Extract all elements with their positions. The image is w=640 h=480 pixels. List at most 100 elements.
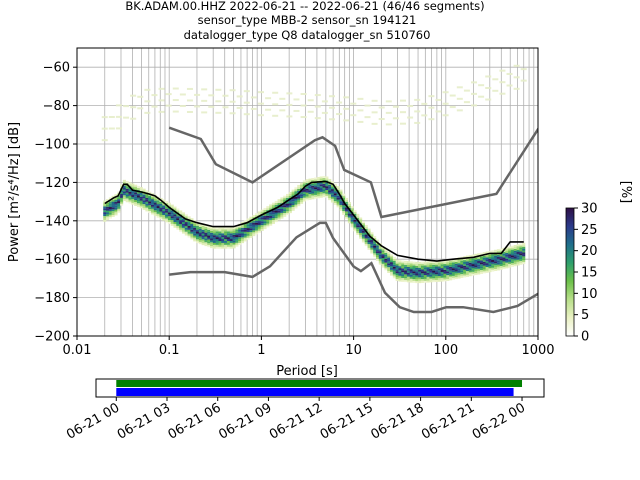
pdf-density-cell [181, 218, 186, 221]
pdf-density-cell [151, 200, 155, 203]
faint-density-cell [463, 101, 470, 104]
pdf-density-cell [215, 235, 219, 238]
pdf-density-cell [187, 223, 191, 226]
pdf-density-cell [412, 278, 416, 281]
pdf-density-cell [232, 234, 236, 237]
pdf-density-cell [280, 205, 284, 208]
pdf-density-cell [406, 261, 410, 264]
pdf-density-cell [226, 246, 231, 249]
pdf-density-cell [494, 257, 498, 260]
pdf-density-cell [221, 233, 225, 236]
pdf-density-cell [361, 223, 365, 226]
pdf-density-cell [271, 212, 276, 215]
pdf-density-cell [297, 186, 301, 189]
pdf-density-cell [502, 253, 506, 256]
pdf-density-cell [252, 228, 256, 231]
pdf-density-cell [252, 234, 256, 237]
pdf-density-cell [513, 254, 517, 257]
pdf-density-cell [406, 264, 410, 267]
pdf-density-cell [283, 203, 287, 206]
pdf-density-cell [114, 194, 118, 197]
pdf-density-cell [128, 201, 132, 204]
pdf-density-cell [496, 266, 500, 269]
pdf-density-cell [347, 205, 351, 208]
pdf-density-cell [370, 251, 374, 254]
pdf-density-cell [187, 233, 191, 236]
pdf-density-cell [420, 269, 425, 272]
pdf-density-cell [316, 192, 320, 195]
pdf-density-cell [106, 214, 110, 217]
pdf-density-cell [516, 255, 520, 258]
pdf-density-cell [176, 216, 180, 219]
pdf-density-cell [122, 199, 126, 202]
pdf-density-cell [418, 261, 422, 264]
pdf-density-cell [387, 263, 391, 266]
pdf-density-cell [136, 201, 141, 204]
pdf-density-cell [375, 258, 380, 261]
pdf-density-cell [288, 193, 292, 196]
pdf-density-cell [328, 190, 332, 193]
pdf-density-cell [418, 279, 422, 282]
pdf-density-cell [499, 258, 503, 261]
pdf-density-cell [181, 225, 186, 228]
pdf-density-cell [210, 244, 214, 247]
pdf-density-cell [330, 194, 335, 197]
pdf-density-cell [516, 248, 520, 251]
faint-density-cell [300, 116, 307, 119]
pdf-density-cell [283, 212, 287, 215]
pdf-density-cell [519, 258, 523, 261]
pdf-density-cell [232, 232, 236, 235]
pdf-density-cell [451, 277, 455, 280]
pdf-density-cell [249, 220, 253, 223]
pdf-density-cell [496, 264, 500, 267]
pdf-density-cell [471, 273, 475, 276]
pdf-density-cell [305, 181, 309, 184]
pdf-density-cell [288, 205, 292, 208]
faint-density-cell [179, 93, 186, 96]
pdf-density-cell [316, 190, 320, 193]
pdf-density-cell [117, 199, 121, 202]
pdf-density-cell [322, 175, 326, 178]
pdf-density-cell [297, 202, 301, 205]
pdf-density-cell [449, 272, 453, 275]
pdf-density-cell [333, 183, 337, 186]
pdf-density-cell [522, 248, 526, 251]
pdf-density-cell [347, 211, 351, 214]
pdf-density-cell [364, 240, 368, 243]
pdf-density-cell [170, 223, 174, 226]
pdf-density-cell [128, 188, 132, 191]
pdf-density-cell [302, 189, 306, 192]
pdf-density-cell [499, 248, 503, 251]
pdf-density-cell [502, 263, 506, 266]
pdf-density-cell [423, 276, 427, 279]
pdf-density-cell [457, 274, 461, 277]
pdf-density-cell [398, 260, 402, 263]
pdf-density-cell [255, 215, 259, 218]
faint-density-cell [428, 118, 435, 121]
coverage-bar [116, 388, 514, 396]
pdf-density-cell [271, 210, 276, 213]
pdf-density-cell [218, 227, 222, 230]
pdf-density-cell [353, 217, 357, 220]
pdf-density-cell [474, 269, 478, 272]
pdf-density-cell [519, 253, 523, 256]
pdf-density-cell [235, 233, 239, 236]
faint-density-cell [151, 94, 158, 97]
pdf-density-cell [162, 214, 166, 217]
pdf-density-cell [370, 239, 374, 242]
pdf-density-cell [252, 224, 256, 227]
pdf-density-cell [139, 187, 143, 190]
pdf-density-cell [280, 201, 284, 204]
pdf-density-cell [300, 192, 304, 195]
pdf-density-cell [232, 238, 236, 241]
pdf-density-cell [305, 194, 309, 197]
pdf-density-cell [491, 250, 495, 253]
pdf-density-cell [370, 238, 374, 241]
pdf-density-cell [384, 252, 388, 255]
pdf-density-cell [384, 260, 388, 263]
pdf-density-cell [454, 263, 458, 266]
pdf-density-cell [387, 257, 391, 260]
pdf-density-cell [333, 193, 337, 196]
pdf-density-cell [522, 258, 526, 261]
pdf-density-cell [117, 208, 121, 211]
